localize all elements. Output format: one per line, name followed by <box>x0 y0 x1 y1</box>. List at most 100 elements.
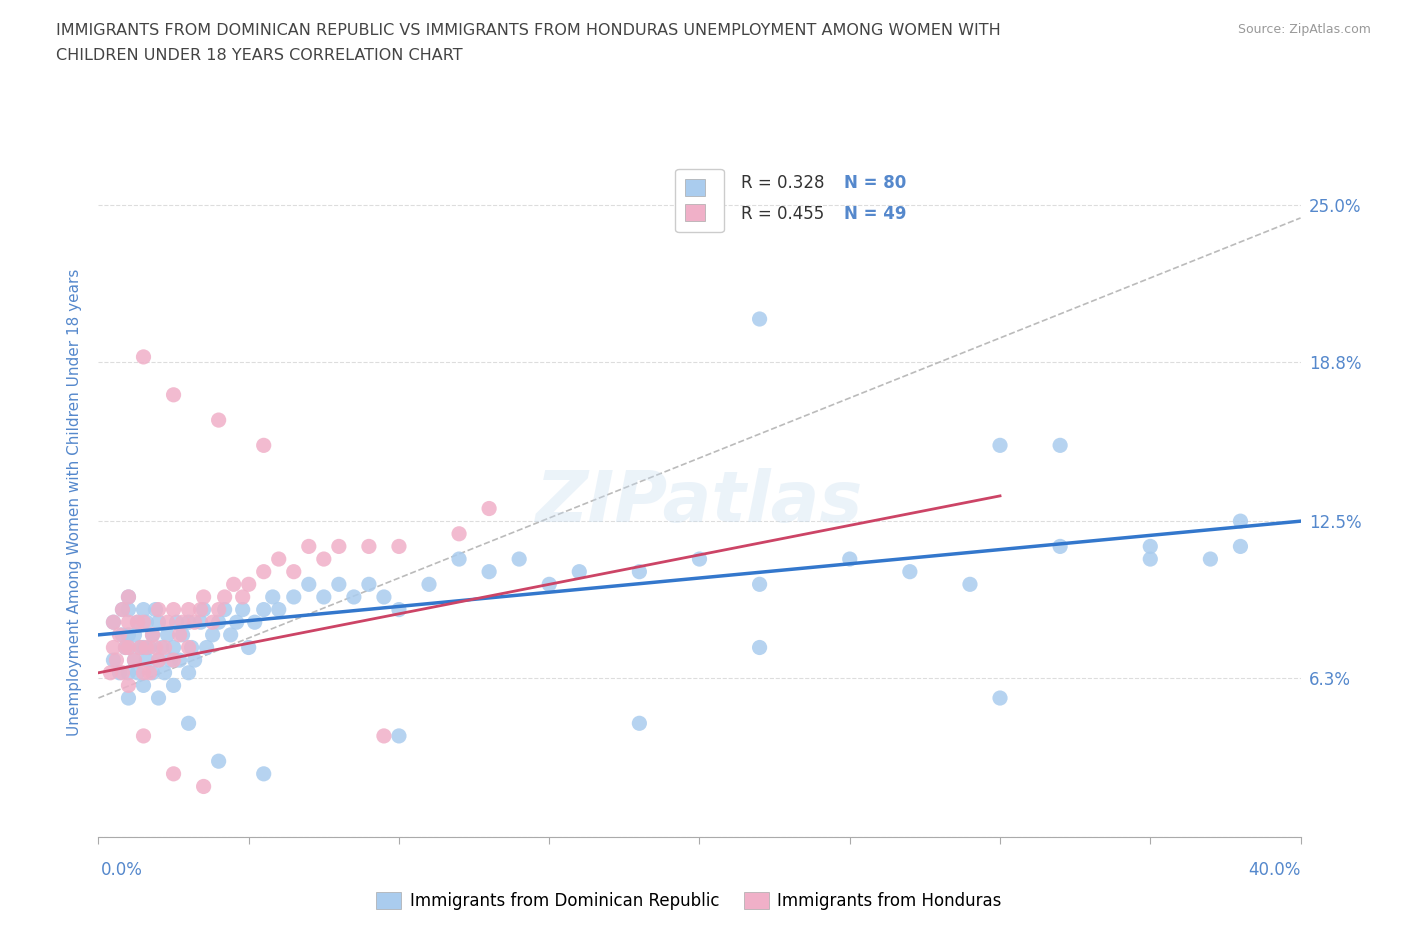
Point <box>177 716 200 731</box>
Point <box>124 653 146 668</box>
Point <box>232 602 254 617</box>
Point <box>177 615 200 630</box>
Point <box>208 615 231 630</box>
Point <box>114 640 136 655</box>
Point <box>1049 539 1071 554</box>
Point <box>114 640 136 655</box>
Point <box>177 665 200 680</box>
Point <box>1139 539 1161 554</box>
Point <box>183 653 205 668</box>
Point <box>988 691 1011 706</box>
Point <box>127 665 149 680</box>
Point <box>111 665 134 680</box>
Point <box>253 602 276 617</box>
Point <box>148 602 170 617</box>
Point <box>1049 438 1071 453</box>
Point <box>193 590 215 604</box>
Point <box>177 602 200 617</box>
Point <box>148 653 170 668</box>
Text: Source: ZipAtlas.com: Source: ZipAtlas.com <box>1237 23 1371 36</box>
Point <box>328 577 350 591</box>
Point <box>183 615 205 630</box>
Point <box>447 551 470 566</box>
Point <box>214 602 236 617</box>
Point <box>169 653 191 668</box>
Point <box>298 577 321 591</box>
Point <box>132 602 155 617</box>
Point <box>127 615 149 630</box>
Point <box>117 640 139 655</box>
Point <box>145 640 167 655</box>
Point <box>283 590 305 604</box>
Point <box>159 653 181 668</box>
Point <box>141 628 163 643</box>
Point <box>117 590 139 604</box>
Point <box>108 665 131 680</box>
Point <box>124 628 146 643</box>
Point <box>225 615 247 630</box>
Point <box>124 653 146 668</box>
Point <box>180 640 202 655</box>
Point <box>418 577 440 591</box>
Point <box>478 501 501 516</box>
Point <box>222 577 245 591</box>
Point <box>111 602 134 617</box>
Point <box>127 615 149 630</box>
Point <box>357 577 380 591</box>
Point <box>190 602 212 617</box>
Point <box>138 665 160 680</box>
Text: CHILDREN UNDER 18 YEARS CORRELATION CHART: CHILDREN UNDER 18 YEARS CORRELATION CHAR… <box>56 48 463 63</box>
Text: R = 0.328: R = 0.328 <box>741 174 825 192</box>
Point <box>232 590 254 604</box>
Point <box>1139 551 1161 566</box>
Point <box>117 678 139 693</box>
Point <box>100 665 122 680</box>
Point <box>193 779 215 794</box>
Point <box>1229 539 1251 554</box>
Point <box>117 640 139 655</box>
Point <box>117 628 139 643</box>
Text: IMMIGRANTS FROM DOMINICAN REPUBLIC VS IMMIGRANTS FROM HONDURAS UNEMPLOYMENT AMON: IMMIGRANTS FROM DOMINICAN REPUBLIC VS IM… <box>56 23 1001 38</box>
Text: N = 49: N = 49 <box>844 206 905 223</box>
Point <box>141 665 163 680</box>
Point <box>267 551 290 566</box>
Point <box>135 615 157 630</box>
Point <box>111 602 134 617</box>
Point <box>538 577 561 591</box>
Point <box>373 728 395 743</box>
Point <box>748 312 770 326</box>
Point <box>132 728 155 743</box>
Point <box>357 539 380 554</box>
Point <box>148 653 170 668</box>
Point <box>148 615 170 630</box>
Legend: , : , <box>675 169 724 232</box>
Point <box>135 640 157 655</box>
Point <box>117 602 139 617</box>
Point <box>388 539 411 554</box>
Point <box>162 640 184 655</box>
Point <box>129 640 152 655</box>
Point <box>156 615 179 630</box>
Point <box>628 716 651 731</box>
Point <box>373 590 395 604</box>
Point <box>262 590 284 604</box>
Point <box>508 551 530 566</box>
Point <box>177 640 200 655</box>
Point <box>108 628 131 643</box>
Point <box>150 640 173 655</box>
Point <box>129 640 152 655</box>
Point <box>343 590 366 604</box>
Point <box>193 602 215 617</box>
Point <box>748 577 770 591</box>
Point <box>162 388 184 403</box>
Point <box>132 640 155 655</box>
Point <box>312 590 335 604</box>
Point <box>238 640 260 655</box>
Point <box>283 565 305 579</box>
Point <box>166 615 188 630</box>
Point <box>201 615 224 630</box>
Point <box>162 766 184 781</box>
Point <box>298 539 321 554</box>
Point <box>208 753 231 768</box>
Point <box>117 590 139 604</box>
